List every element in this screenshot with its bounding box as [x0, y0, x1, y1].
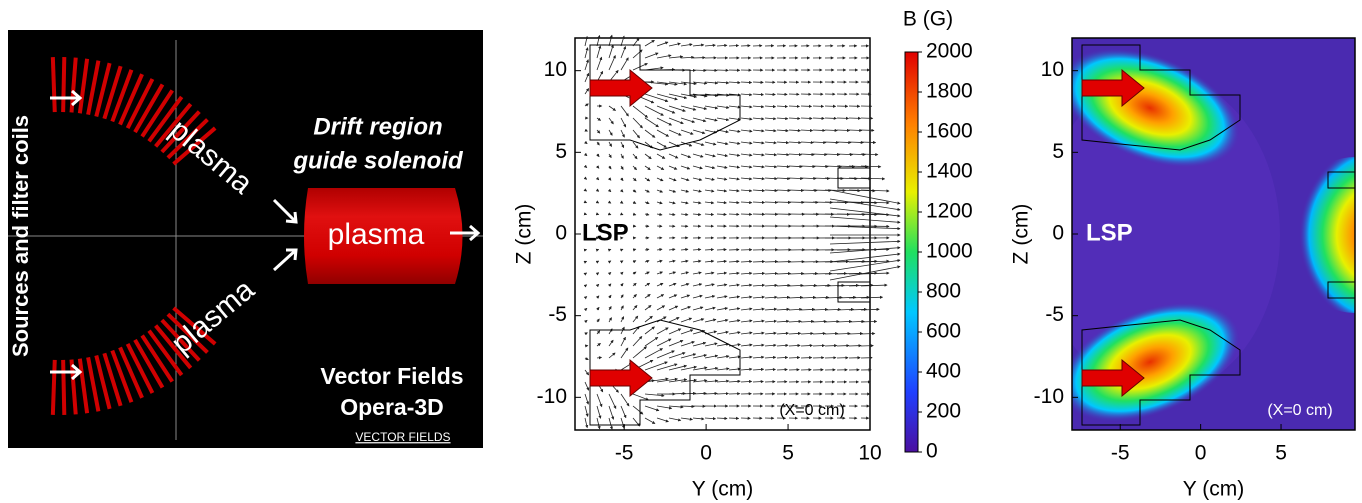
title-line: guide solenoid: [292, 147, 464, 174]
colorbar-tick-label: 1400: [926, 160, 973, 183]
field-arrow: [717, 214, 726, 215]
field-arrow: [825, 333, 838, 334]
coil: [53, 57, 55, 112]
colorbar-tick-label: 2000: [926, 40, 973, 63]
colorbar: B (G) 0 200 400 600 800 1000 1200 1400 1600 1800 2…: [903, 8, 973, 463]
field-arrow: [801, 118, 812, 119]
y-tick-label: 5: [1052, 140, 1064, 163]
field-arrow: [825, 130, 837, 131]
title-line: Drift region: [313, 113, 442, 140]
colorbar-tick-label: 800: [926, 280, 961, 303]
credit-line: Opera-3D: [340, 394, 444, 420]
field-arrow: [861, 142, 876, 143]
colorbar-tick-label: 200: [926, 400, 961, 423]
y-tick-label: 10: [1041, 58, 1064, 81]
annotation: LSP: [582, 219, 629, 246]
y-tick-label: -10: [1034, 385, 1064, 408]
field-arrow: [753, 261, 765, 262]
field-arrow: [717, 418, 727, 419]
coil: [63, 57, 64, 112]
field-arrow: [597, 249, 599, 250]
x-tick-label: 5: [782, 442, 794, 465]
colorbar-tick-label: 1200: [926, 200, 973, 223]
x-tick-label: 0: [1195, 442, 1207, 465]
field-arrow: [789, 357, 800, 358]
colorbar-tick-label: 1600: [926, 120, 973, 143]
render-panel: Sources and filter coils Drift region gu…: [8, 30, 483, 448]
field-arrow: [813, 130, 825, 131]
coil: [53, 360, 55, 415]
x-tick-label: 0: [700, 442, 712, 465]
field-arrow: [837, 142, 851, 143]
field-arrow: [597, 214, 599, 215]
field-arrow: [729, 45, 738, 46]
colorbar-tick-label: 1800: [926, 80, 973, 103]
y-tick-label: 0: [555, 222, 567, 245]
field-arrow: [753, 381, 763, 382]
x-tick-label: -5: [615, 442, 634, 465]
field-arrow: [777, 273, 790, 274]
credit-line: Vector Fields: [320, 363, 463, 389]
y-tick-label: 10: [544, 58, 567, 81]
field-arrow: [801, 345, 812, 346]
annotation: LSP: [1086, 219, 1133, 246]
field-arrow: [813, 333, 825, 334]
colorbar-title: B (G): [903, 8, 953, 31]
field-arrow: [693, 70, 706, 71]
y-tick-label: -5: [548, 303, 567, 326]
note: (X=0 cm): [1267, 402, 1332, 419]
colorbar-tick-label: 0: [926, 440, 938, 463]
field-arrow: [789, 106, 799, 107]
heatmap-panel: LSP (X=0 cm) -5 0 5 -10 -5 0 5 10 Y (cm) Z (cm): [1010, 24, 1362, 500]
y-axis-label: Z (cm): [1010, 204, 1033, 265]
vector-panel: LSP (X=0 cm) -5 0 5 10 -10 -5 0 5 10 Y (cm) Z (cm): [513, 35, 900, 500]
note: (X=0 cm): [779, 402, 844, 419]
coil: [63, 360, 64, 415]
x-tick-label: -5: [1111, 442, 1130, 465]
y-tick-label: -10: [537, 385, 567, 408]
y-tick-label: 0: [1052, 222, 1064, 245]
figure: Sources and filter coils Drift region gu…: [0, 0, 1362, 503]
side-label: Sources and filter coils: [8, 115, 33, 357]
colorbar-gradient: [905, 52, 918, 452]
y-tick-label: 5: [555, 140, 567, 163]
x-axis-label: Y (cm): [1183, 478, 1244, 501]
logo: VECTOR FIELDS: [355, 430, 450, 444]
y-tick-label: -5: [1045, 303, 1064, 326]
field-arrow: [765, 202, 777, 203]
y-axis-label: Z (cm): [513, 204, 536, 265]
x-axis-label: Y (cm): [692, 478, 753, 501]
field-arrow: [765, 94, 775, 95]
x-tick-label: 5: [1275, 442, 1287, 465]
field-arrow: [849, 333, 862, 334]
colorbar-tick-label: 1000: [926, 240, 973, 263]
plasma-label: plasma: [328, 218, 425, 251]
colorbar-tick-label: 600: [926, 320, 961, 343]
field-arrow: [837, 333, 850, 334]
x-tick-label: 10: [858, 442, 881, 465]
field-arrow: [705, 249, 713, 250]
colorbar-tick-label: 400: [926, 360, 961, 383]
